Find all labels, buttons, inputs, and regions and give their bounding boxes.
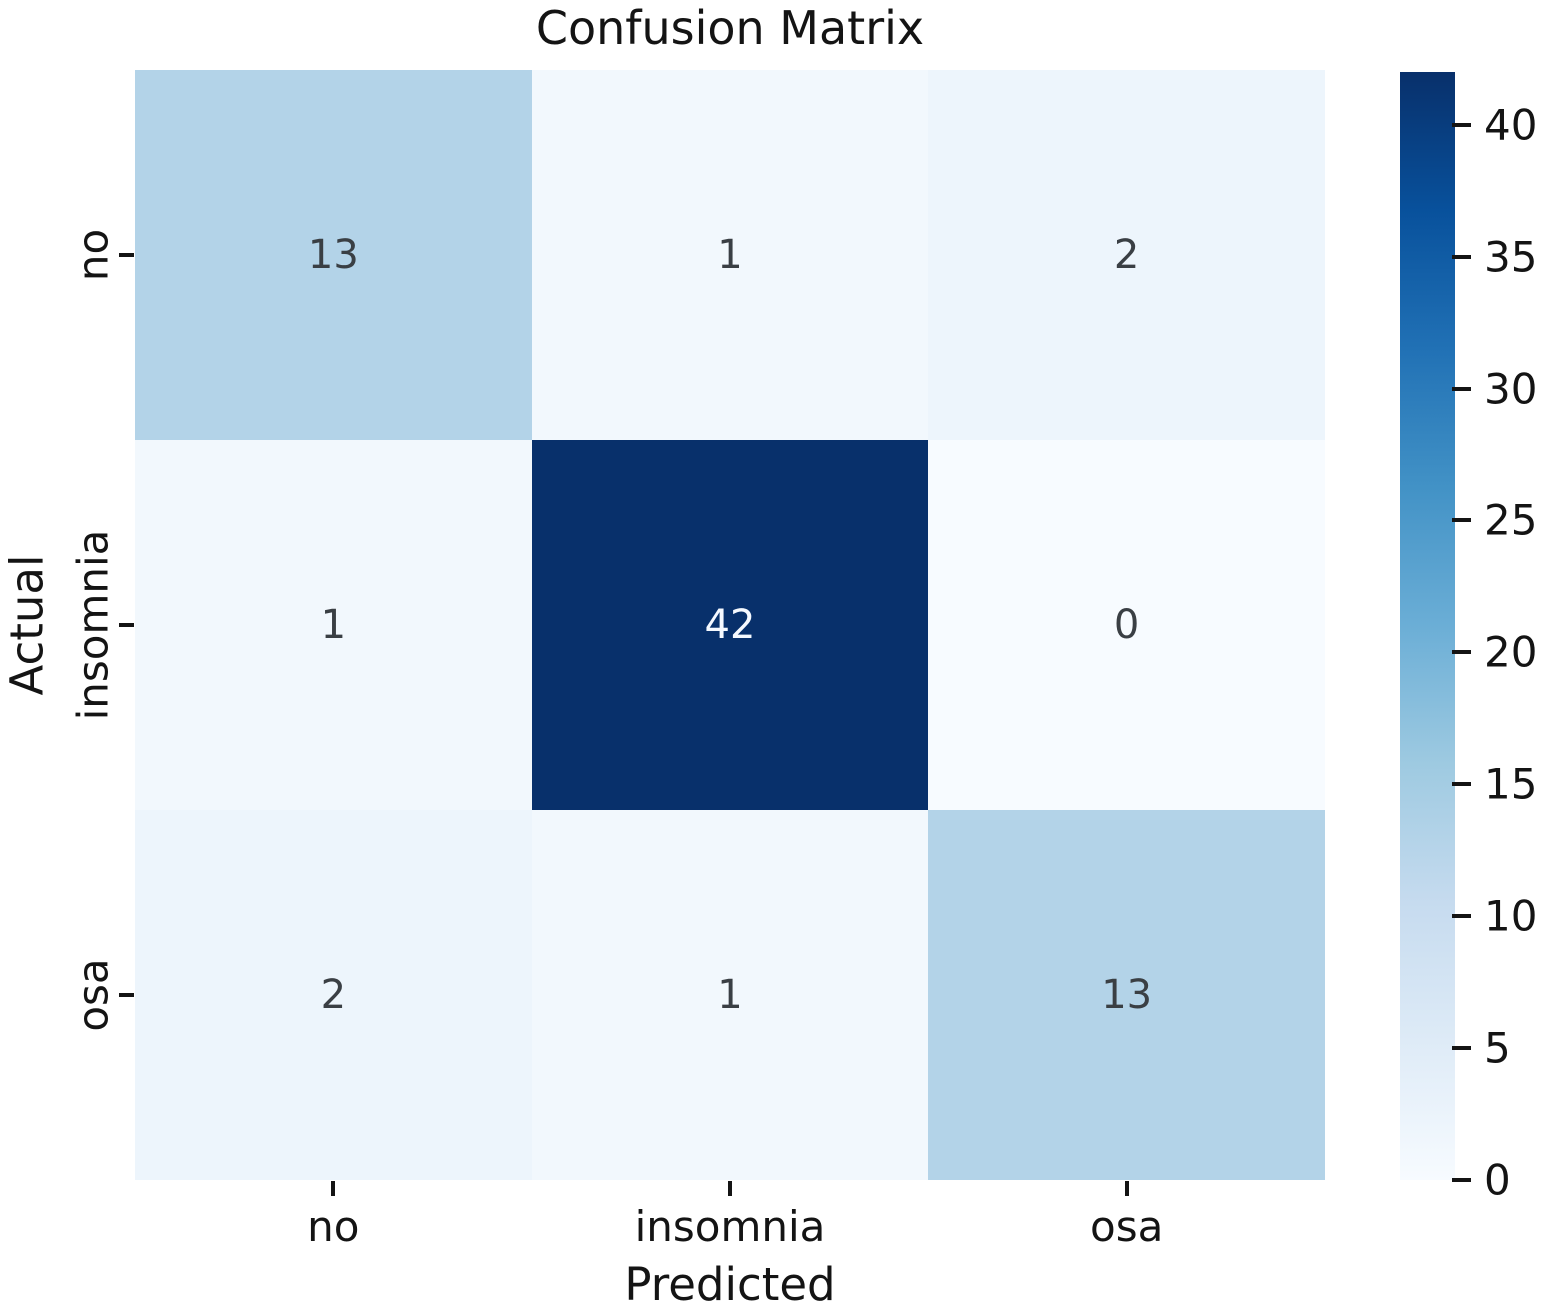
heatmap-cell: 2 <box>135 810 532 1180</box>
colorbar-tick-mark <box>1452 1046 1471 1051</box>
cell-annotation: 1 <box>320 602 347 648</box>
heatmap-cell: 1 <box>135 440 532 810</box>
colorbar-tick-mark <box>1452 386 1471 391</box>
cell-annotation: 1 <box>717 232 743 278</box>
heatmap-cell: 13 <box>928 810 1325 1180</box>
heatmap-cell: 1 <box>531 70 929 440</box>
heatmap-cell: 1 <box>531 810 929 1180</box>
cell-annotation: 2 <box>1113 232 1140 278</box>
colorbar-tick-label: 25 <box>1484 495 1538 545</box>
y-tick-mark <box>119 253 134 257</box>
cell-annotation: 13 <box>1101 972 1153 1018</box>
colorbar-tick-label: 20 <box>1484 627 1538 677</box>
x-tick-mark <box>331 1181 336 1196</box>
heatmap-cell: 42 <box>531 440 929 810</box>
cell-annotation: 0 <box>1113 602 1140 648</box>
colorbar-tick-mark <box>1452 782 1471 787</box>
colorbar-tick-label: 0 <box>1484 1155 1511 1205</box>
colorbar-tick-label: 5 <box>1484 1023 1511 1073</box>
colorbar-tick-mark <box>1452 122 1471 127</box>
y-axis-label: Actual <box>0 554 54 696</box>
colorbar-tick-mark <box>1452 650 1471 655</box>
colorbar-tick-label: 10 <box>1484 891 1538 941</box>
colorbar-tick-mark <box>1452 254 1471 259</box>
chart-title: Confusion Matrix <box>535 1 925 55</box>
colorbar-tick-label: 35 <box>1484 232 1538 282</box>
colorbar-tick-label: 30 <box>1484 364 1538 414</box>
colorbar-tick-mark <box>1452 518 1471 523</box>
cell-annotation: 13 <box>307 232 359 278</box>
x-tick-label: osa <box>1089 1202 1164 1251</box>
y-tick-label: osa <box>68 958 118 1032</box>
x-axis-label: Predicted <box>624 1258 836 1308</box>
heatmap-cell: 2 <box>928 70 1325 440</box>
y-tick-label: no <box>68 228 118 282</box>
y-tick-mark <box>119 623 134 627</box>
cell-annotation: 2 <box>320 972 347 1018</box>
x-tick-mark <box>728 1181 732 1196</box>
x-tick-label: no <box>307 1202 360 1251</box>
y-tick-mark <box>119 993 134 997</box>
y-tick-label: insomnia <box>68 529 118 721</box>
colorbar-tick-mark <box>1452 914 1471 919</box>
cell-annotation: 42 <box>704 602 756 648</box>
x-tick-label: insomnia <box>634 1202 826 1251</box>
colorbar-tick-label: 15 <box>1484 759 1538 809</box>
heatmap-cell: 0 <box>928 440 1325 810</box>
colorbar-tick-label: 40 <box>1484 100 1538 150</box>
colorbar-tick-mark <box>1452 1178 1471 1182</box>
cell-annotation: 1 <box>717 972 743 1018</box>
x-tick-mark <box>1124 1181 1129 1196</box>
heatmap-cell: 13 <box>135 70 532 440</box>
heatmap-grid: 13 1 2 1 42 0 2 1 13 <box>135 70 1325 1180</box>
colorbar-gradient <box>1400 72 1455 1180</box>
